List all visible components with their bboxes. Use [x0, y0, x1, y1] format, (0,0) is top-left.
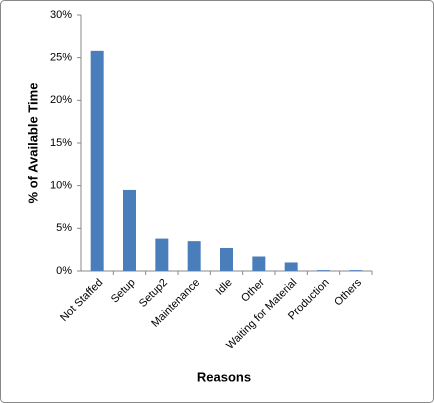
y-tick-label: 10% — [50, 180, 72, 192]
bar — [220, 247, 233, 271]
y-tick-label: 5% — [56, 222, 72, 234]
y-tick-label: 20% — [50, 94, 72, 106]
y-tick-label: 25% — [50, 52, 72, 64]
x-axis-title: Reasons — [197, 369, 251, 384]
bar — [90, 50, 104, 272]
bar — [187, 241, 201, 271]
y-tick-label: 0% — [56, 265, 72, 277]
bar — [155, 238, 169, 271]
y-axis-title: % of Available Time — [25, 83, 40, 204]
bar — [317, 270, 330, 271]
bar — [284, 262, 298, 271]
bar — [349, 270, 363, 271]
bar — [123, 189, 136, 271]
y-tick-label: 30% — [50, 9, 72, 21]
bar — [252, 256, 266, 271]
y-tick-label: 15% — [50, 137, 72, 149]
